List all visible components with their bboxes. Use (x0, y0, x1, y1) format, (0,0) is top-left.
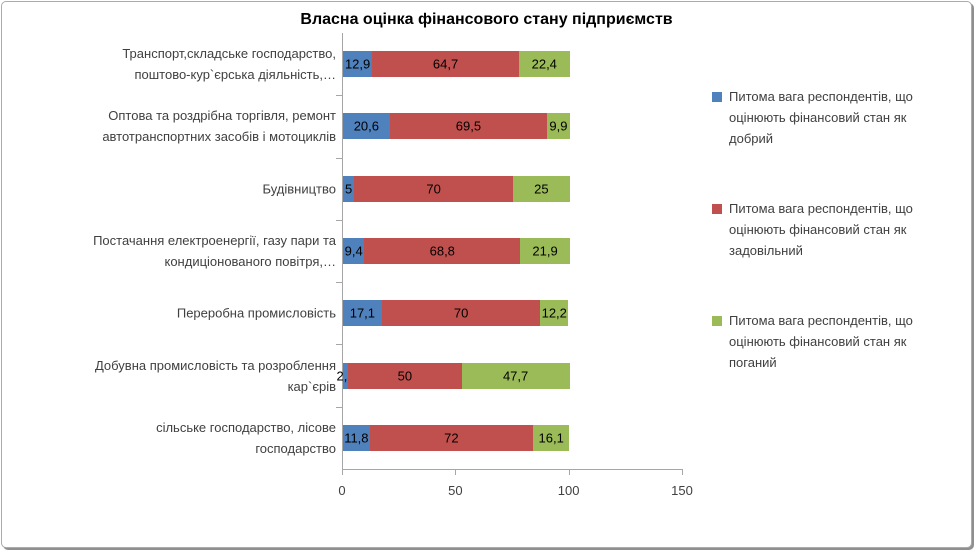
bar-segment (547, 113, 570, 140)
bar-value-label: 69,5 (455, 118, 482, 134)
category-label: Оптова та роздрібна торгівля, ремонт авт… (102, 108, 336, 145)
bar-segment (343, 362, 349, 389)
x-tick-label: 100 (557, 483, 580, 498)
x-tick-label: 50 (448, 483, 463, 498)
bar-segment (343, 113, 390, 140)
y-tick-mark (336, 282, 342, 284)
bar-value-label: 47,7 (502, 368, 529, 384)
bar-value-label: 70 (453, 305, 469, 321)
bar-value-label: 21,9 (532, 243, 558, 259)
bar-value-label: 20,6 (353, 118, 379, 134)
bar-value-label: 50 (397, 368, 413, 384)
bar-segment (369, 424, 533, 451)
category-label: Добувна промисловість та розроблення кар… (94, 357, 336, 394)
bar-value-label: 11,8 (344, 430, 369, 446)
bar-segment (343, 175, 355, 202)
y-tick-mark (336, 95, 342, 97)
plot-area: 12,9 64,7 22,4 20,6 69,5 9,9 5 70 25 9,4 68,8 21,9 1… (337, 33, 683, 470)
bar-value-label: 16,1 (538, 430, 564, 446)
legend-item: Питома вага респондентів, що оцінюють фі… (712, 86, 964, 149)
bar-segment (513, 175, 570, 202)
category-label: сільське господарство, лісове господарст… (156, 419, 336, 456)
legend-item: Питома вага респондентів, що оцінюють фі… (712, 198, 964, 261)
bar-segment (389, 113, 548, 140)
legend-label: Питома вага респондентів, що оцінюють фі… (729, 89, 913, 146)
category-label: Транспорт,складське господарство, поштов… (122, 46, 336, 83)
legend-item: Питома вага респондентів, що оцінюють фі… (712, 310, 964, 373)
y-tick-mark (336, 344, 342, 346)
bar-segment (520, 238, 570, 264)
x-tick-mark (682, 469, 683, 475)
legend-swatch-icon (712, 316, 722, 326)
y-tick-mark (336, 406, 342, 408)
bar-segment (532, 424, 570, 451)
legend-swatch-icon (712, 92, 722, 102)
bar-value-label: 64,7 (432, 56, 459, 72)
bar-value-label: 9,4 (344, 243, 363, 259)
bar-value-label: 72 (444, 430, 459, 446)
bar-row: 5 70 25 (343, 175, 683, 202)
chart-title: Власна оцінка фінансового стану підприєм… (300, 11, 673, 28)
bar-value-label: 25 (534, 181, 549, 197)
bar-row: 12,9 64,7 22,4 (343, 51, 683, 78)
bar-value-label: 68,8 (429, 243, 455, 259)
bar-value-label: 5 (345, 181, 353, 197)
y-tick-mark (336, 157, 342, 159)
bar-segment (354, 175, 513, 202)
bar-segment (372, 51, 519, 78)
x-tick-label: 0 (338, 483, 346, 498)
bar-segment (461, 362, 570, 389)
bar-segment (381, 300, 541, 327)
bar-segment (343, 424, 370, 451)
bar-value-label: 17,1 (349, 305, 376, 321)
bar-segment (343, 51, 373, 78)
bar-segment (518, 51, 570, 78)
bar-row: 20,6 69,5 9,9 (343, 113, 683, 140)
x-tick-label: 150 (671, 483, 693, 498)
x-tick-mark (342, 469, 343, 475)
category-label: Постачання електроенергії, газу пари та … (93, 233, 336, 269)
bar-value-label: 22,4 (531, 56, 557, 72)
bar-value-label: 12,9 (344, 56, 371, 72)
bar-value-label: 12,2 (541, 305, 567, 321)
bar-segment (343, 300, 382, 327)
bar-value-label: 70 (426, 181, 441, 197)
bar-segment (540, 300, 569, 327)
legend-swatch-icon (712, 204, 722, 214)
legend-label: Питома вага респондентів, що оцінюють фі… (729, 201, 913, 258)
bar-row: 9,4 68,8 21,9 (343, 238, 683, 264)
bar-row: 17,1 70 12,2 (343, 300, 683, 327)
bar-segment (348, 362, 462, 389)
legend-label: Питома вага респондентів, що оцінюють фі… (729, 313, 913, 370)
y-tick-mark (336, 219, 342, 221)
bar-value-label: 9,9 (549, 118, 568, 134)
bar-row: 11,8 72 16,1 (343, 424, 683, 451)
bar-row: 2,3 50 47,7 (337, 362, 683, 389)
x-tick-mark (455, 469, 457, 475)
x-tick-mark (568, 469, 570, 475)
bar-segment (364, 238, 521, 264)
category-label: Будівництво (262, 181, 336, 197)
bar-segment (343, 238, 365, 264)
category-label: Переробна промисловість (176, 305, 336, 321)
